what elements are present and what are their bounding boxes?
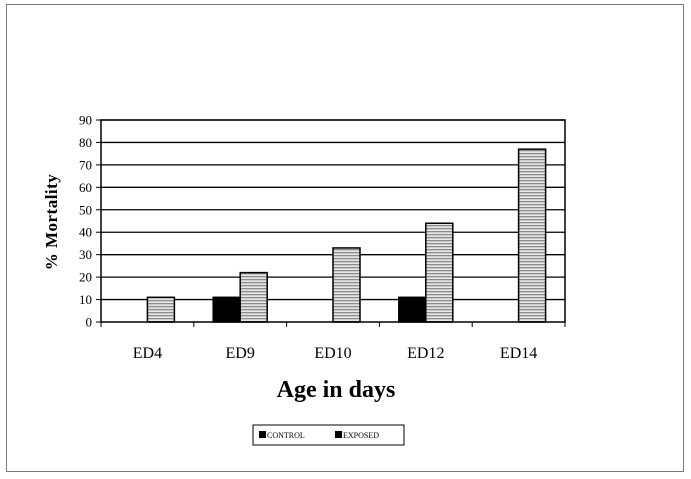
legend-label-control: CONTROL <box>267 431 305 440</box>
y-tick-label: 80 <box>79 135 92 150</box>
bar-exposed-ed4 <box>146 296 176 323</box>
axes: 0 10 20 30 40 50 60 70 80 90 ED4 ED9 ED10 ED12 ED14 <box>79 113 566 362</box>
bar-control-ed12 <box>398 296 427 323</box>
legend: CONTROL EXPOSED <box>252 424 405 446</box>
bar-exposed-ed9 <box>239 271 268 323</box>
bar-exposed-ed12 <box>425 222 454 323</box>
x-axis-title: Age in days <box>277 377 396 403</box>
y-tick-label: 60 <box>79 180 92 195</box>
y-axis-title: % Mortality <box>42 174 61 271</box>
bar-exposed-ed10 <box>332 247 361 323</box>
legend-label-exposed: EXPOSED <box>343 431 379 440</box>
x-tick-label: ED12 <box>407 345 444 362</box>
x-tick-label: ED9 <box>226 345 255 362</box>
legend-box <box>252 424 405 446</box>
plot-area-border <box>100 119 566 323</box>
chart-frame <box>6 4 684 472</box>
x-tick-label: ED4 <box>133 345 162 362</box>
y-tick-label: 40 <box>79 225 92 240</box>
y-tick-label: 90 <box>79 113 92 128</box>
legend-swatch-exposed <box>335 431 342 438</box>
bar-control-ed9 <box>212 296 241 323</box>
legend-swatch-control <box>259 431 266 438</box>
x-tick-label: ED14 <box>500 345 537 362</box>
y-tick-label: 30 <box>79 247 92 262</box>
y-tick-label: 0 <box>86 315 93 330</box>
y-tick-label: 10 <box>79 292 92 307</box>
axis-labels: Age in days % Mortality <box>42 174 395 403</box>
y-tick-label: 20 <box>79 270 92 285</box>
x-tick-label: ED10 <box>314 345 351 362</box>
bar-exposed-ed14 <box>517 148 547 323</box>
y-tick-label: 70 <box>79 157 92 172</box>
bars <box>146 148 547 323</box>
y-tick-label: 50 <box>79 202 92 217</box>
